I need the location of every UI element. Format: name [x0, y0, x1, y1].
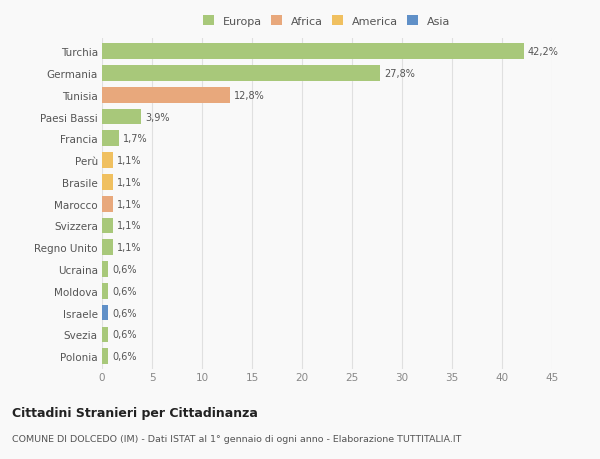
Bar: [102, 283, 108, 299]
Text: 0,6%: 0,6%: [112, 352, 137, 361]
Text: 1,1%: 1,1%: [117, 243, 142, 253]
Bar: [102, 153, 113, 168]
Text: 1,1%: 1,1%: [117, 199, 142, 209]
Bar: [102, 44, 524, 60]
Bar: [102, 175, 113, 190]
Text: 0,6%: 0,6%: [112, 264, 137, 274]
Text: Cittadini Stranieri per Cittadinanza: Cittadini Stranieri per Cittadinanza: [12, 406, 258, 419]
Text: 27,8%: 27,8%: [384, 69, 415, 79]
Bar: [102, 66, 380, 82]
Legend: Europa, Africa, America, Asia: Europa, Africa, America, Asia: [203, 16, 451, 27]
Text: 1,1%: 1,1%: [117, 221, 142, 231]
Bar: [102, 109, 141, 125]
Text: 1,1%: 1,1%: [117, 178, 142, 188]
Text: 42,2%: 42,2%: [528, 47, 559, 57]
Text: 0,6%: 0,6%: [112, 286, 137, 296]
Text: 1,7%: 1,7%: [123, 134, 148, 144]
Bar: [102, 131, 119, 147]
Bar: [102, 305, 108, 321]
Text: 0,6%: 0,6%: [112, 330, 137, 340]
Text: 0,6%: 0,6%: [112, 308, 137, 318]
Text: 3,9%: 3,9%: [145, 112, 170, 122]
Text: COMUNE DI DOLCEDO (IM) - Dati ISTAT al 1° gennaio di ogni anno - Elaborazione TU: COMUNE DI DOLCEDO (IM) - Dati ISTAT al 1…: [12, 434, 461, 443]
Bar: [102, 327, 108, 342]
Text: 1,1%: 1,1%: [117, 156, 142, 166]
Bar: [102, 88, 230, 103]
Bar: [102, 262, 108, 277]
Bar: [102, 218, 113, 234]
Bar: [102, 240, 113, 256]
Bar: [102, 349, 108, 364]
Bar: [102, 196, 113, 212]
Text: 12,8%: 12,8%: [234, 90, 265, 101]
